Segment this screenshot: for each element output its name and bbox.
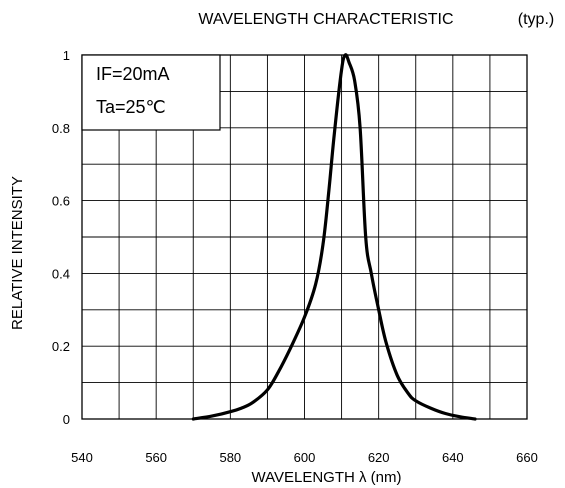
- x-tick-label: 640: [442, 450, 464, 465]
- plot-frame: [81, 54, 528, 420]
- y-tick-label: 1: [63, 48, 70, 63]
- y-axis-ticks: 0 0.2 0.4 0.6 0.8 1: [52, 48, 70, 427]
- x-tick-label: 620: [368, 450, 390, 465]
- x-axis-label: WAVELENGTH λ (nm): [251, 469, 401, 486]
- y-tick-label: 0: [63, 412, 70, 427]
- y-tick-label: 0.8: [52, 121, 70, 136]
- condition-line-current: IF=20mA: [96, 64, 170, 84]
- x-tick-label: 540: [71, 450, 93, 465]
- y-axis-label: RELATIVE INTENSITY: [9, 176, 26, 330]
- condition-legend: IF=20mA Ta=25℃: [81, 54, 221, 131]
- x-tick-label: 660: [516, 450, 538, 465]
- chart-title: WAVELENGTH CHARACTERISTIC: [198, 11, 453, 28]
- y-tick-label: 0.6: [52, 194, 70, 209]
- condition-line-temperature: Ta=25℃: [96, 97, 166, 117]
- chart-subtitle: (typ.): [518, 11, 554, 28]
- y-tick-label: 0.4: [52, 266, 70, 281]
- x-tick-label: 580: [219, 450, 241, 465]
- condition-legend-box: [81, 54, 221, 131]
- x-tick-label: 600: [294, 450, 316, 465]
- x-tick-label: 560: [145, 450, 167, 465]
- spectrum-curve: [191, 53, 477, 421]
- y-tick-label: 0.2: [52, 339, 70, 354]
- x-axis-ticks: 540 560 580 600 620 640 660: [71, 450, 538, 465]
